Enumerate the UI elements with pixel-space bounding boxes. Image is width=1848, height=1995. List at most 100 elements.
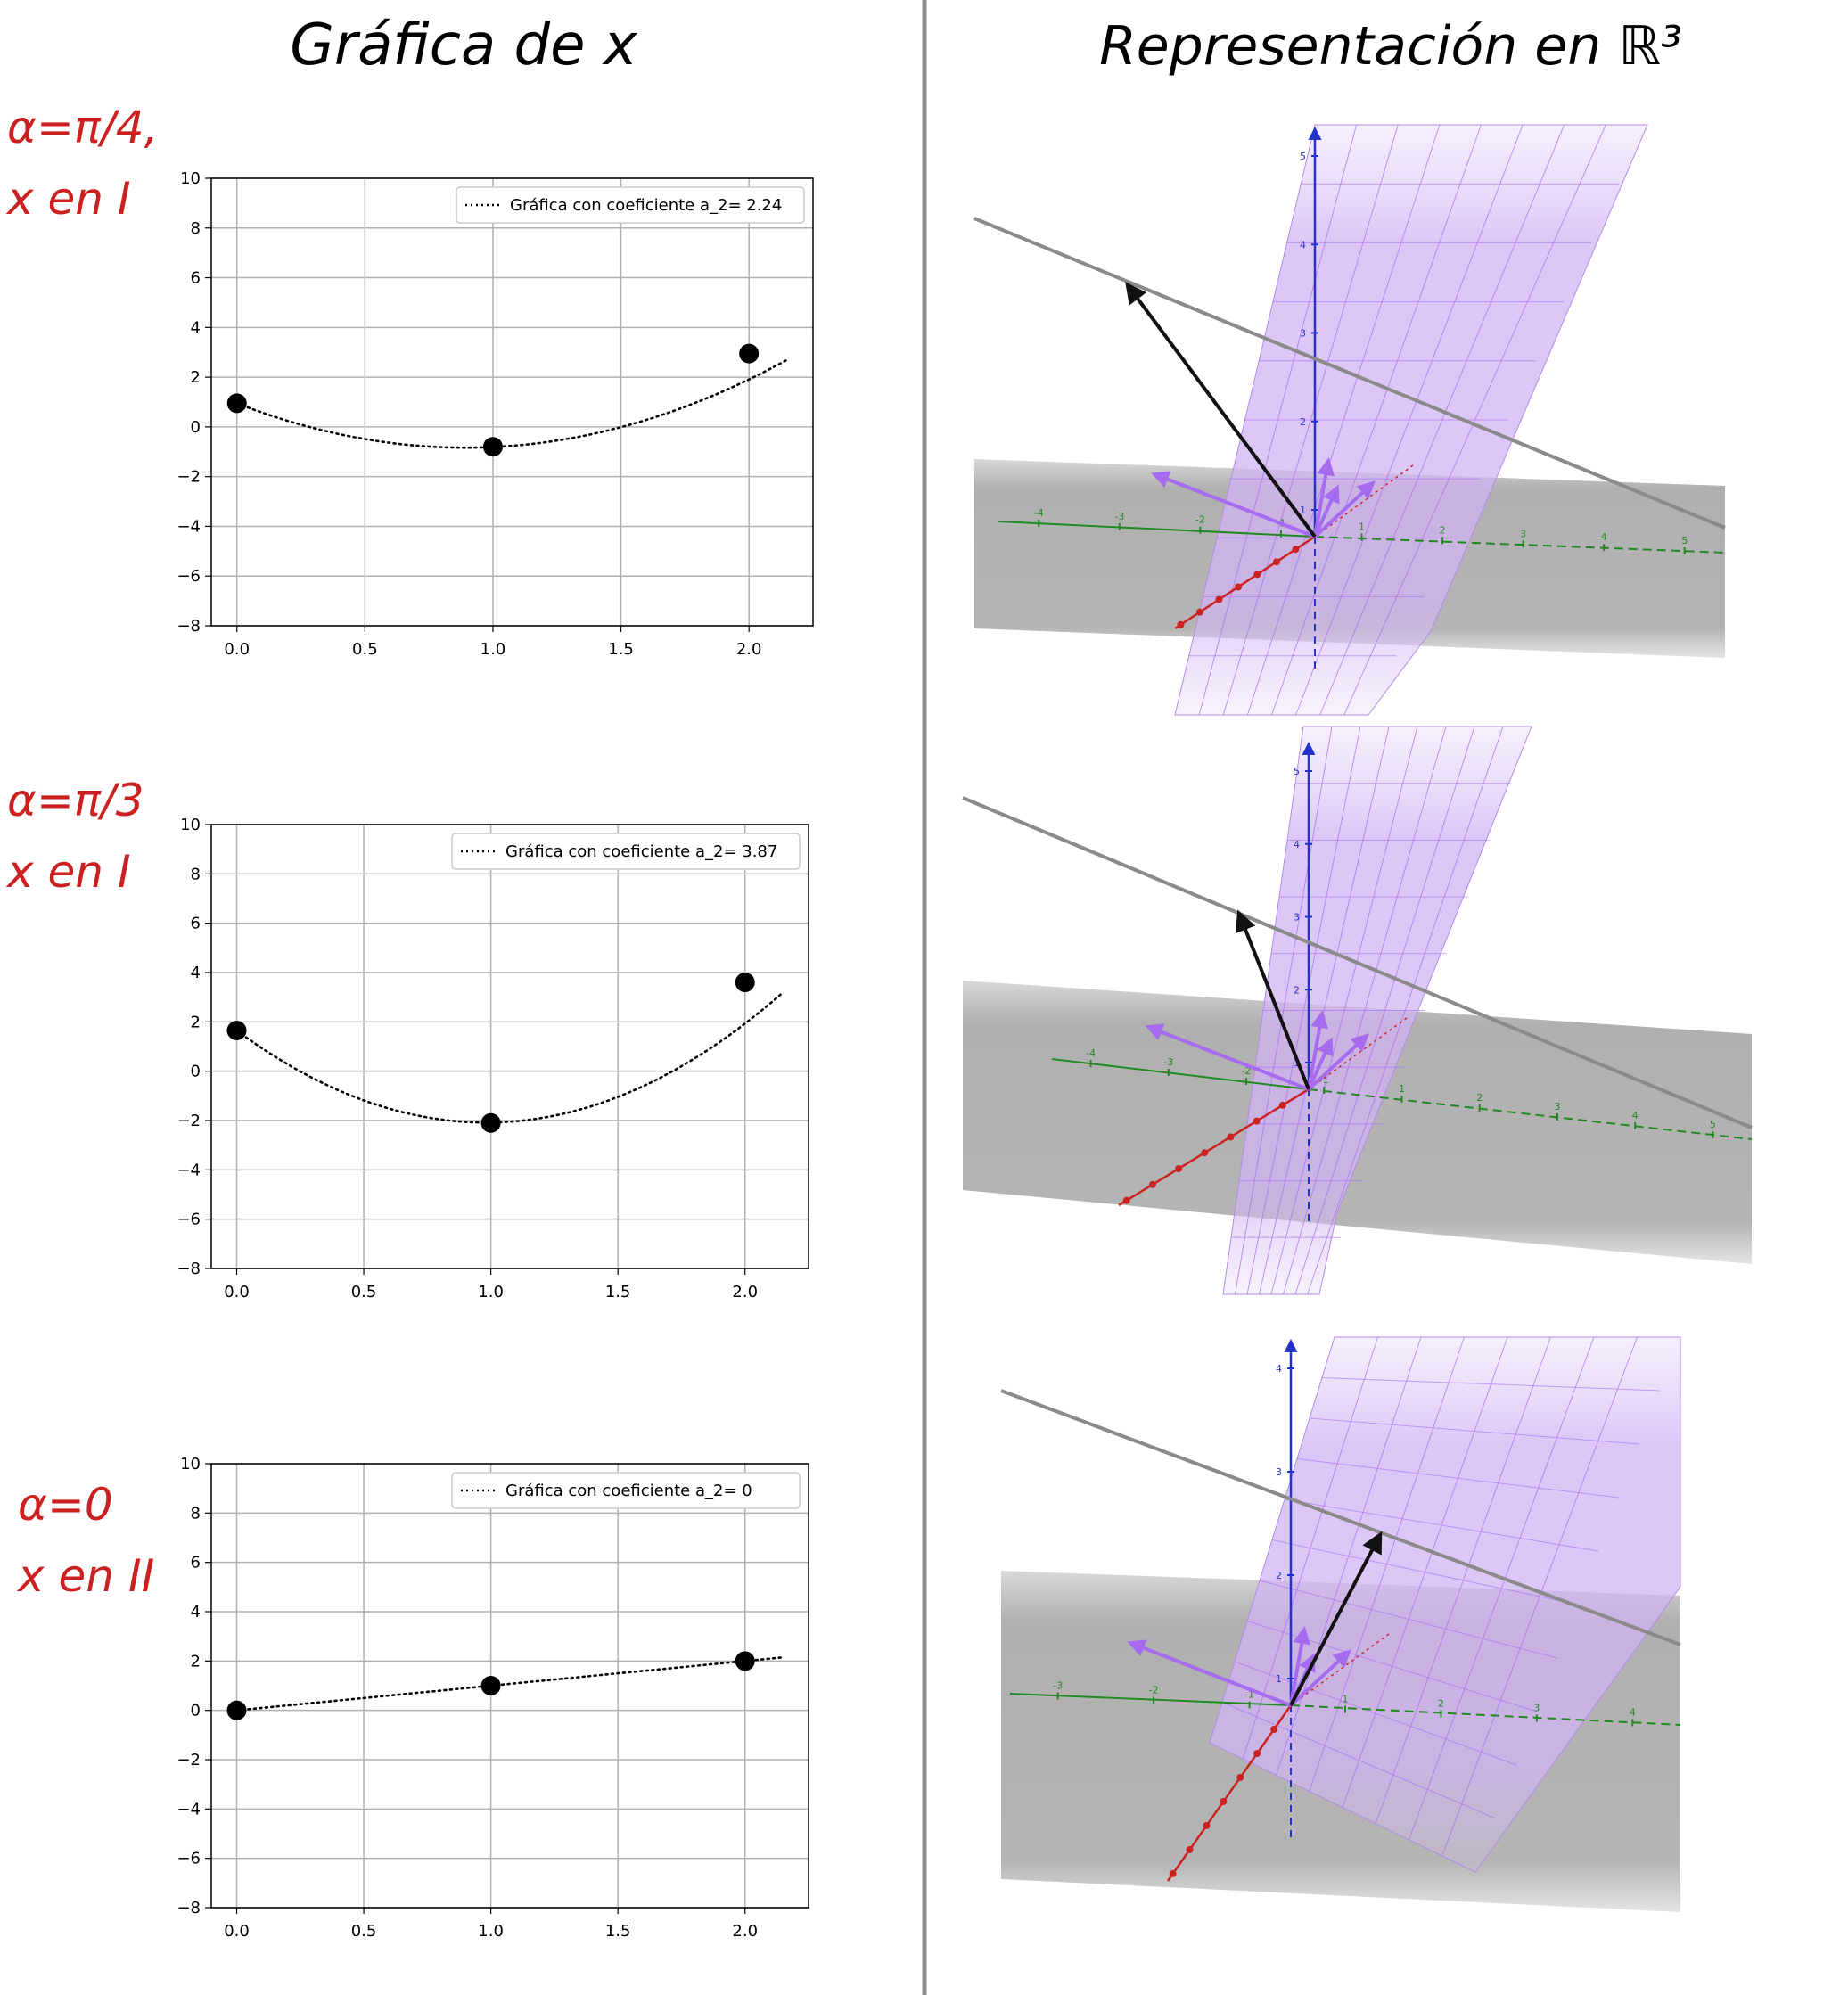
data-point [226,393,247,414]
plane-gridline [1296,1458,1620,1498]
x-axis-3d-point [1270,1725,1278,1733]
render-3d-case-2: -4-3-2-11234554321 [962,726,1753,1295]
series-line [235,990,784,1124]
data-point [735,973,755,993]
plane-gridline [1321,1377,1661,1392]
x-axis-3d-hidden [1290,1633,1390,1706]
x-axis-3d-point [1253,571,1261,579]
tick-label-x: 0.0 [224,640,250,659]
tick-label-y: −4 [177,517,201,536]
z-axis-3d-tick-label: 2 [1300,416,1306,428]
plane-gridline [1234,1661,1517,1766]
plot-frame [210,177,814,627]
y-axis-3d-tick-label: 4 [1632,1110,1639,1121]
tick-label-y: 4 [191,1603,201,1621]
z-axis-3d-tick-label: 4 [1300,239,1306,250]
y-axis-3d [1051,1058,1310,1090]
tick-label-y: −8 [177,1260,201,1278]
tick-label-x: 0.0 [224,1283,250,1301]
solution-vector-3d [1289,1531,1383,1706]
tick-label-y: −8 [177,1899,201,1917]
tick-label-y: −2 [177,468,201,487]
y-axis-3d-tick-label: -3 [1114,511,1124,522]
tick-label-y: 0 [191,1702,201,1720]
x-axis-3d-point [1148,1180,1156,1188]
y-axis-3d-tick-label: 2 [1440,524,1446,536]
basis-vector-3d [1313,480,1376,538]
left-heading: Gráfica de x [290,12,638,78]
legend-box [456,186,805,224]
tick-label-y: 6 [191,915,201,933]
legend-label: Gráfica con coeficiente a_2= 0 [505,1482,752,1500]
y-axis-3d-tick-label: 1 [1399,1083,1405,1095]
x-axis-3d-point [1215,595,1223,603]
tick-label-y: −6 [177,567,201,586]
y-axis-3d-tick-label: 4 [1630,1707,1636,1719]
case2-alpha-label: α=π/3 [7,775,144,826]
tick-label-y: −6 [177,1850,201,1868]
tick-label-x: 1.0 [478,1922,504,1941]
y-axis-3d-tick-label: 3 [1554,1101,1560,1112]
tick-label-x: 1.5 [605,1922,631,1941]
tick-label-y: 10 [180,169,201,188]
tick-label-y: 8 [191,1504,201,1523]
data-point [480,1112,501,1133]
tick-label-y: 6 [191,1554,201,1572]
z-axis-3d-tick-label: 1 [1276,1673,1282,1685]
x-axis-3d-point [1227,1133,1235,1141]
tick-label-x: 2.0 [732,1922,758,1941]
tick-label-x: 1.0 [478,1283,504,1301]
x-axis-3d-point [1278,1101,1286,1109]
x-axis-3d-point [1272,558,1280,566]
basis-vector-3d [1151,471,1316,538]
basis-vector-3d [1127,1639,1292,1707]
y-axis-3d-tick-label: -3 [1053,1680,1063,1692]
legend-box [451,1472,801,1509]
z-axis-3d-tick-label: 2 [1276,1570,1282,1581]
y-axis-3d-tick-label: -1 [1244,1689,1254,1701]
tick-label-y: 0 [191,418,201,437]
tick-label-y: 10 [180,816,201,834]
basis-vector-3d [1307,1033,1369,1091]
tick-label-x: 1.5 [608,640,634,659]
y-axis-3d-tick-label: 1 [1359,521,1365,533]
x-axis-3d-point [1175,1165,1183,1173]
chart-case-2: 0.0 0.5 1.0 1.5 2.0 −8 −6 −4 −2 0 2 4 6 8 10 Gráfica co… [177,816,809,1301]
tick-label-y: 6 [191,269,201,288]
z-axis-3d-tick-label: 4 [1276,1363,1282,1375]
tick-label-y: −4 [177,1800,201,1818]
x-axis-3d-point [1203,1821,1211,1829]
plane-gridline [1284,1498,1599,1552]
right-heading: Representación en ℝ³ [1099,15,1682,78]
case1-alpha-label: α=π/4, [7,102,159,153]
y-axis-3d-tick-label: -3 [1163,1056,1173,1068]
tick-label-x: 0.5 [352,640,378,659]
basis-vector-3d [1145,1023,1310,1091]
chart-case-3: 0.0 0.5 1.0 1.5 2.0 −8 −6 −4 −2 0 2 4 6 8 10 Gráfica co… [177,1455,809,1941]
x-axis-3d-point [1195,608,1203,616]
plot-frame [210,1463,809,1909]
z-axis-3d-tick-label: 5 [1294,766,1300,777]
tick-label-y: 2 [191,368,201,387]
x-axis-3d-hidden [1314,464,1414,538]
y-axis-3d-tick-label: -4 [1034,507,1044,519]
tick-label-x: 2.0 [736,640,762,659]
affine-line-3d [962,796,1753,1129]
tick-label-x: 2.0 [732,1283,758,1301]
solution-vector-3d [1125,282,1317,538]
case3-space-label: x en II [16,1550,154,1602]
tick-label-y: −2 [177,1751,201,1769]
y-axis-3d-hidden [1290,1704,1681,1726]
tick-label-x: 0.0 [224,1922,250,1941]
tick-label-y: −4 [177,1161,201,1179]
z-axis-3d-tick-label: 4 [1294,839,1300,850]
y-axis-3d-tick-label: -2 [1149,1685,1159,1696]
render-3d-case-1: -4-3-2-11234554321 [973,124,1726,716]
basis-vector-3d [1307,1037,1334,1090]
render-3d-case-3: -3 -2 -1 1 2 3 4 4 3 2 1 [1000,1336,1681,1912]
y-axis-3d-tick-label: -2 [1242,1065,1252,1077]
basis-vector-3d [1289,1649,1351,1707]
y-axis-3d-tick-label: 2 [1476,1092,1483,1104]
x-axis-3d-point [1253,1117,1261,1125]
